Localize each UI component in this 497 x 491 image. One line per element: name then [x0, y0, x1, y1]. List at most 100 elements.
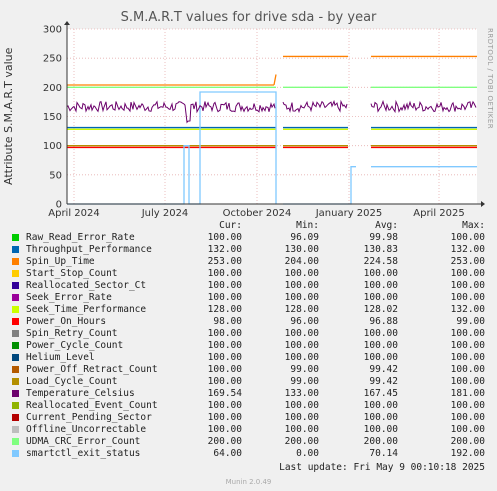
legend-avg-value: 100.00 [363, 292, 398, 303]
legend-max-value: 100.00 [450, 328, 485, 339]
series-spin-up-time-line [273, 74, 277, 86]
legend-cur-value: 253.00 [207, 256, 242, 267]
legend-row: Throughput_Performance 132.00 130.00 130.83… [12, 244, 492, 256]
legend-row: Offline_Uncorrectable 100.00 100.00 100.00 1… [12, 424, 492, 436]
y-tick-label: 50 [49, 170, 62, 181]
legend-cur-value: 200.00 [207, 436, 242, 447]
legend-row: Load_Cycle_Count 100.00 99.00 99.42 100.00 [12, 376, 492, 388]
legend-row: Power_Off_Retract_Count 100.00 99.00 99.42 1… [12, 364, 492, 376]
legend-cur-value: 132.00 [207, 244, 242, 255]
legend-series-name: Raw_Read_Error_Rate [26, 232, 135, 243]
legend-row: Spin_Up_Time 253.00 204.00 224.58 253.00 [12, 256, 492, 268]
y-tick-label: 150 [43, 112, 62, 123]
legend-max-value: 132.00 [450, 304, 485, 315]
legend-swatch [12, 270, 19, 277]
legend-series-name: Power_Off_Retract_Count [26, 364, 158, 375]
legend-avg-value: 200.00 [363, 436, 398, 447]
legend-series-name: smartctl_exit_status [26, 448, 141, 459]
legend-avg-value: 100.00 [363, 352, 398, 363]
legend-min-value: 130.00 [284, 244, 319, 255]
legend-cur-value: 100.00 [207, 292, 242, 303]
y-tick-label: 300 [43, 25, 62, 36]
legend-cur-value: 100.00 [207, 280, 242, 291]
legend-header-cur: Cur: [219, 220, 242, 231]
legend-cur-value: 100.00 [207, 232, 242, 243]
legend-cur-value: 100.00 [207, 328, 242, 339]
x-tick-label: April 2024 [48, 208, 99, 219]
legend-series-name: Start_Stop_Count [26, 268, 118, 279]
legend-avg-value: 100.00 [363, 400, 398, 411]
legend-max-value: 200.00 [450, 436, 485, 447]
legend-swatch [12, 402, 19, 409]
legend-swatch [12, 318, 19, 325]
legend-series-name: Load_Cycle_Count [26, 376, 118, 387]
legend-series-name: Power_Cycle_Count [26, 340, 124, 351]
legend-series-name: Reallocated_Event_Count [26, 400, 158, 411]
series-temperature-line [370, 99, 477, 114]
x-tick-label: April 2025 [413, 208, 464, 219]
y-tick-label: 200 [43, 83, 62, 94]
legend-series-name: Temperature_Celsius [26, 388, 135, 399]
legend-min-value: 100.00 [284, 424, 319, 435]
legend-swatch [12, 306, 19, 313]
legend-swatch [12, 294, 19, 301]
legend-cur-value: 100.00 [207, 376, 242, 387]
legend-row: Power_Cycle_Count 100.00 100.00 100.00 100.0… [12, 340, 492, 352]
legend-row: Temperature_Celsius 169.54 133.00 167.45 181… [12, 388, 492, 400]
legend-max-value: 100.00 [450, 340, 485, 351]
legend-max-value: 253.00 [450, 256, 485, 267]
legend-avg-value: 100.00 [363, 412, 398, 423]
legend-min-value: 100.00 [284, 340, 319, 351]
legend-max-value: 99.00 [456, 316, 485, 327]
legend-swatch [12, 246, 19, 253]
legend-avg-value: 99.42 [369, 376, 398, 387]
legend-max-value: 100.00 [450, 376, 485, 387]
legend-series-name: Offline_Uncorrectable [26, 424, 147, 435]
series-temperature-line [282, 99, 348, 114]
rrdtool-watermark: RRDTOOL / TOBI OETIKER [486, 28, 494, 130]
legend-max-value: 100.00 [450, 364, 485, 375]
legend-row: Start_Stop_Count 100.00 100.00 100.00 100.00 [12, 268, 492, 280]
x-tick-label: July 2024 [141, 208, 189, 219]
legend-cur-value: 64.00 [213, 448, 242, 459]
legend-cur-value: 100.00 [207, 412, 242, 423]
munin-version: Munin 2.0.49 [225, 478, 272, 486]
chart-plot: 0 50 100 150 200 250 300 April 2024 July 2024 Oct… [43, 21, 485, 219]
legend-avg-value: 70.14 [369, 448, 398, 459]
legend-row: Raw_Read_Error_Rate 100.00 96.09 99.98 100.0… [12, 232, 492, 244]
legend-series-name: Spin_Up_Time [26, 256, 95, 267]
legend-swatch [12, 282, 19, 289]
legend-swatch [12, 234, 19, 241]
legend-min-value: 133.00 [284, 388, 319, 399]
y-tick-label: 250 [43, 54, 62, 65]
legend-avg-value: 100.00 [363, 280, 398, 291]
legend-swatch [12, 390, 19, 397]
legend-min-value: 100.00 [284, 400, 319, 411]
chart-title: S.M.A.R.T values for drive sda - by year [120, 10, 377, 25]
legend-min-value: 204.00 [284, 256, 319, 267]
legend-avg-value: 100.00 [363, 268, 398, 279]
legend-swatch [12, 366, 19, 373]
legend-min-value: 100.00 [284, 412, 319, 423]
y-tick-label: 100 [43, 141, 62, 152]
legend-series-name: Reallocated_Sector_Ct [26, 280, 147, 291]
legend-min-value: 96.09 [290, 232, 319, 243]
series-temperature-line [66, 100, 276, 124]
legend-min-value: 100.00 [284, 280, 319, 291]
legend-swatch [12, 414, 19, 421]
legend-max-value: 100.00 [450, 400, 485, 411]
legend-avg-value: 99.42 [369, 364, 398, 375]
legend-avg-value: 96.88 [369, 316, 398, 327]
legend-cur-value: 100.00 [207, 400, 242, 411]
legend-max-value: 100.00 [450, 268, 485, 279]
legend-avg-value: 100.00 [363, 424, 398, 435]
legend-cur-value: 100.00 [207, 364, 242, 375]
legend-max-value: 100.00 [450, 352, 485, 363]
legend-min-value: 0.00 [296, 448, 319, 459]
last-update-text: Last update: Fri May 9 00:10:18 2025 [279, 462, 485, 473]
legend-row: UDMA_CRC_Error_Count 200.00 200.00 200.00 20… [12, 436, 492, 448]
legend-min-value: 99.00 [290, 376, 319, 387]
legend-swatch [12, 450, 19, 457]
legend-min-value: 200.00 [284, 436, 319, 447]
legend-cur-value: 128.00 [207, 304, 242, 315]
